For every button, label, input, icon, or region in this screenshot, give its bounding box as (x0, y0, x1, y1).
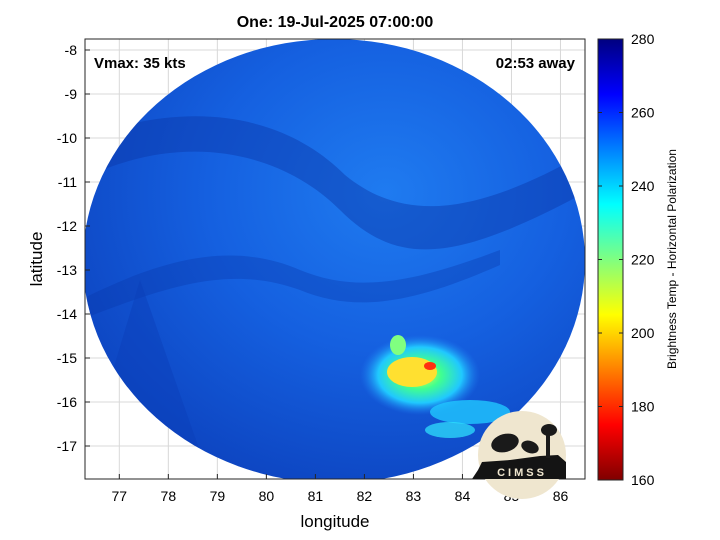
svg-text:CIMSS: CIMSS (497, 467, 547, 479)
x-tick-label: 83 (406, 488, 422, 504)
x-tick-label: 79 (210, 488, 226, 504)
colorbar-tick-label: 180 (631, 399, 655, 415)
y-tick-label: -17 (57, 438, 77, 454)
x-tick-label: 84 (455, 488, 471, 504)
y-tick-label: -11 (58, 174, 77, 190)
colorbar-tick-label: 200 (631, 325, 655, 341)
x-tick-label: 82 (357, 488, 373, 504)
x-tick-label: 80 (259, 488, 275, 504)
y-tick-label: -12 (57, 218, 77, 234)
colorbar-tick-label: 220 (631, 252, 655, 268)
colorbar-tick-label: 240 (631, 178, 655, 194)
y-tick-label: -15 (57, 350, 77, 366)
colorbar-ticks: 160 180 200 220 240 260 280 (598, 31, 655, 488)
y-tick-label: -16 (57, 394, 77, 410)
y-axis-label: latitude (27, 232, 46, 287)
y-tick-label: -9 (65, 86, 78, 102)
y-tick-label: -13 (57, 262, 77, 278)
x-axis-label: longitude (300, 512, 369, 531)
cimss-logo: CIMSS (472, 411, 566, 499)
colorbar-tick-label: 160 (631, 472, 655, 488)
x-tick-label: 78 (161, 488, 177, 504)
vmax-label: Vmax: 35 kts (94, 55, 186, 72)
time-away-label: 02:53 away (496, 55, 576, 72)
x-tick-label: 81 (308, 488, 324, 504)
y-axis-ticks: -8 -9 -10 -11 -12 -13 -14 -15 -16 -17 (57, 42, 90, 454)
y-tick-label: -10 (57, 130, 77, 146)
x-tick-label: 77 (112, 488, 128, 504)
x-tick-label: 86 (553, 488, 569, 504)
plot-title: One: 19-Jul-2025 07:00:00 (236, 14, 434, 31)
colorbar-tick-label: 260 (631, 105, 655, 121)
y-tick-label: -8 (65, 42, 78, 58)
colorbar-tick-label: 280 (631, 31, 655, 47)
y-tick-label: -14 (57, 306, 77, 322)
satellite-swath (85, 39, 585, 479)
colorbar-label: Brightness Temp - Horizontal Polarizatio… (665, 149, 679, 369)
